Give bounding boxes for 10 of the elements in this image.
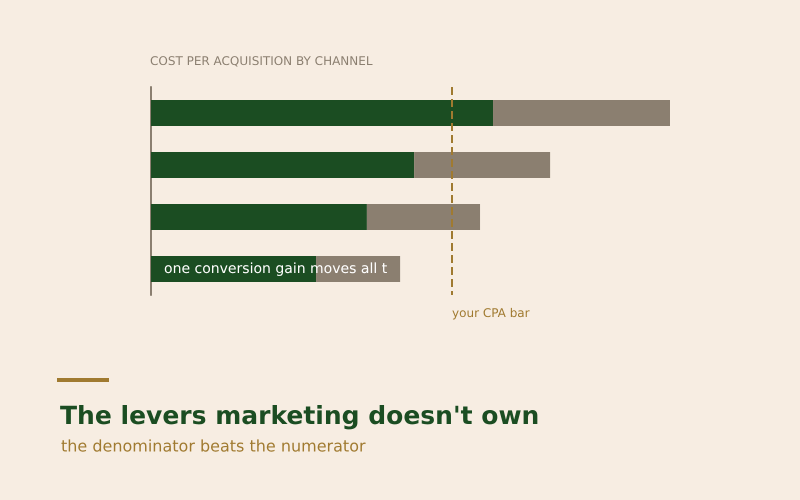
text: COST PER ACQUISITION BY CHANNEL (150, 54, 373, 68)
bar (151, 100, 494, 126)
bar (414, 152, 550, 178)
bar (493, 100, 670, 126)
ref-line-label: your CPA bar (452, 306, 530, 320)
text: The levers marketing doesn't own (60, 401, 540, 430)
bar (366, 204, 480, 230)
text: the denominator beats the numerator (61, 436, 366, 456)
bar (151, 204, 367, 230)
bar (151, 152, 414, 178)
